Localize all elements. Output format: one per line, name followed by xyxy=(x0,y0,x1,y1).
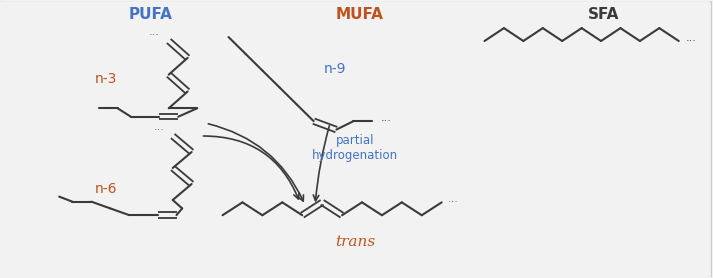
Text: ...: ... xyxy=(153,122,164,132)
Text: PUFA: PUFA xyxy=(129,7,173,22)
Text: n-9: n-9 xyxy=(324,62,347,76)
Text: n-6: n-6 xyxy=(95,182,117,197)
Text: ...: ... xyxy=(448,194,458,204)
Text: SFA: SFA xyxy=(588,7,620,22)
Text: ...: ... xyxy=(148,27,159,37)
Text: MUFA: MUFA xyxy=(336,7,384,22)
Text: ...: ... xyxy=(686,33,697,43)
Text: trans: trans xyxy=(335,235,375,249)
Text: n-3: n-3 xyxy=(95,72,117,86)
Text: ...: ... xyxy=(380,113,391,123)
Text: partial
hydrogenation: partial hydrogenation xyxy=(312,134,398,162)
